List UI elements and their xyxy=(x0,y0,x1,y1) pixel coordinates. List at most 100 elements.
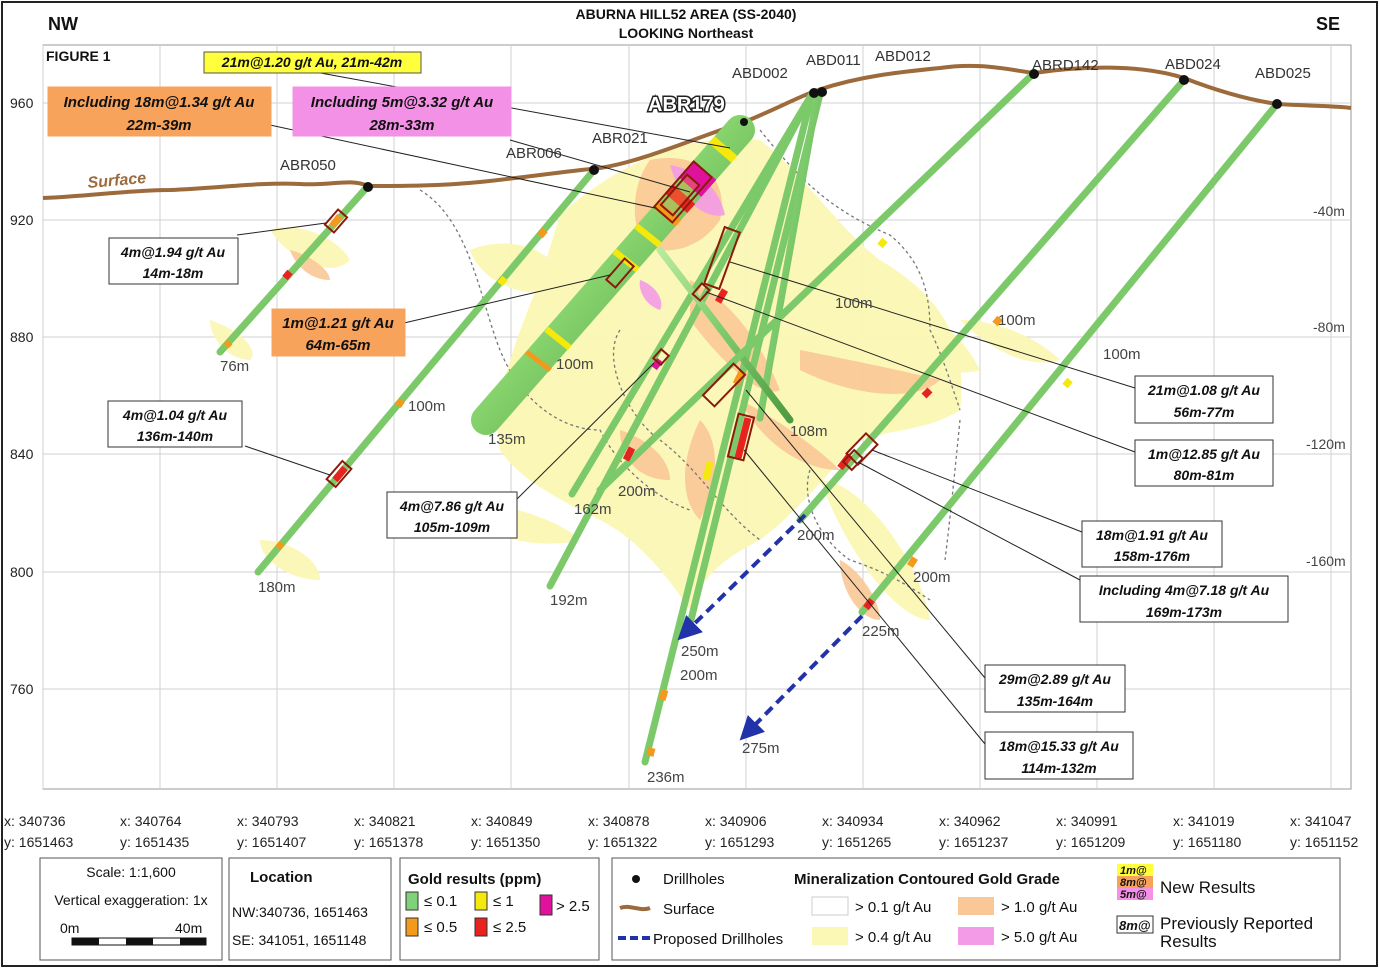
callout-text: Including 18m@1.34 g/t Au xyxy=(64,94,255,111)
collar-label: ABD024 xyxy=(1165,56,1221,73)
callout-text: Including 5m@3.32 g/t Au xyxy=(311,94,493,111)
scale-text: Scale: 1:1,600 xyxy=(86,864,176,880)
callout-text: 4m@1.94 g/t Au xyxy=(120,244,226,260)
proposed-drillholes xyxy=(677,513,864,741)
depth-label: 100m xyxy=(835,295,873,312)
coord-y: y: 1651265 xyxy=(822,834,891,850)
leader-lines xyxy=(236,71,1136,745)
elev-tick: 960 xyxy=(10,95,34,111)
callout-text: 18m@1.91 g/t Au xyxy=(1096,527,1208,543)
coord-y: y: 1651322 xyxy=(588,834,657,850)
callout-18m-1533: 18m@15.33 g/t Au 114m-132m xyxy=(984,731,1134,780)
gold-legend: Gold results (ppm) ≤ 0.1 ≤ 1 > 2.5 ≤ 0.5… xyxy=(399,857,600,961)
coord-x: x: 340736 xyxy=(4,813,66,829)
legend-proposed: Proposed Drillholes xyxy=(653,931,783,948)
coord-x: x: 340991 xyxy=(1056,813,1118,829)
drillhole-symbol xyxy=(632,875,640,883)
contour-swatch xyxy=(958,927,994,945)
coord-y: y: 1651293 xyxy=(705,834,774,850)
title-line2: LOOKING Northeast xyxy=(619,25,754,41)
collar-label-abr179: ABR179 xyxy=(648,94,725,116)
collar-label: ABR006 xyxy=(506,145,562,162)
collar-label: ABR050 xyxy=(280,157,336,174)
coord-y: y: 1651209 xyxy=(1056,834,1125,850)
depth-label: 108m xyxy=(790,423,828,440)
elev-tick: 760 xyxy=(10,681,34,697)
collar-label: ABD011 xyxy=(806,52,861,69)
exaggeration-text: Vertical exaggeration: 1x xyxy=(54,892,207,908)
depth-label: 76m xyxy=(220,358,249,375)
callout-text: 28m-33m xyxy=(368,117,434,134)
scale-start: 0m xyxy=(60,920,79,936)
callout-text: 169m-173m xyxy=(1146,604,1222,620)
location-legend: Location NW:340736, 1651463 SE: 341051, … xyxy=(228,857,392,961)
contour-swatch xyxy=(812,927,848,945)
callout-text: 18m@15.33 g/t Au xyxy=(999,738,1119,754)
callout-text: 56m-77m xyxy=(1174,404,1235,420)
callout-text: 135m-164m xyxy=(1017,693,1093,709)
legend-prev-results-2: Results xyxy=(1160,932,1217,951)
callout-text: 21m@1.20 g/t Au, 21m-42m xyxy=(221,54,402,70)
depth-labels: 76m 100m 180m 135m 100m 162m 200m 192m 1… xyxy=(220,295,1141,786)
coord-y: y: 1651350 xyxy=(471,834,540,850)
elev-tick: 920 xyxy=(10,212,34,228)
coordinate-row: x: 340736 y: 1651463 x: 340764 y: 165143… xyxy=(4,813,1358,850)
depth-tick: -40m xyxy=(1313,203,1345,219)
callout-text: 22m-39m xyxy=(125,117,191,134)
contour-label: > 0.4 g/t Au xyxy=(855,929,931,946)
depth-label: 135m xyxy=(488,431,526,448)
surface-label: Surface xyxy=(87,170,147,192)
callout-4m-786: 4m@7.86 g/t Au 105m-109m xyxy=(386,491,518,539)
depth-label: 200m xyxy=(913,569,951,586)
new-icon-text: 8m@ xyxy=(1120,877,1147,889)
coord-x: x: 340793 xyxy=(237,813,299,829)
depth-tick: -160m xyxy=(1306,553,1346,569)
gold-swatch xyxy=(405,917,419,937)
collar-label: ABD025 xyxy=(1255,65,1311,82)
depth-label: 162m xyxy=(574,501,612,518)
callout-incl-4m: Including 4m@7.18 g/t Au 169m-173m xyxy=(1079,575,1289,623)
left-axis: 960 920 880 840 800 760 xyxy=(10,95,34,697)
new-icon-text: 5m@ xyxy=(1120,889,1147,901)
depth-label: 100m xyxy=(556,356,594,373)
figure-label: FIGURE 1 xyxy=(46,48,111,64)
elev-tick: 880 xyxy=(10,329,34,345)
contour-swatch xyxy=(811,896,849,916)
abr179-bands xyxy=(525,136,738,372)
coord-y: y: 1651435 xyxy=(120,834,189,850)
coord-x: x: 340764 xyxy=(120,813,182,829)
contour-label: > 1.0 g/t Au xyxy=(1001,899,1077,916)
depth-label: 192m xyxy=(550,592,588,609)
intercept-boxes xyxy=(323,160,879,489)
coord-x: x: 341019 xyxy=(1173,813,1235,829)
callout-text: 158m-176m xyxy=(1114,548,1190,564)
legend-drillholes: Drillholes xyxy=(663,871,725,888)
collar-label: ABR021 xyxy=(592,130,648,147)
legend-surface: Surface xyxy=(663,901,715,918)
callout-text: 105m-109m xyxy=(414,519,490,535)
callout-text: Including 4m@7.18 g/t Au xyxy=(1099,582,1270,598)
elev-tick: 800 xyxy=(10,564,34,580)
coord-x: x: 340849 xyxy=(471,813,533,829)
coord-x: x: 341047 xyxy=(1290,813,1352,829)
location-nw: NW:340736, 1651463 xyxy=(232,904,368,920)
callouts: 21m@1.20 g/t Au, 21m-42m Including 18m@1… xyxy=(47,51,1289,780)
gold-legend-label: ≤ 0.1 xyxy=(424,893,457,910)
depth-label: 200m xyxy=(797,527,835,544)
callout-text: 1m@1.21 g/t Au xyxy=(282,315,394,332)
collar-dots xyxy=(363,69,1282,192)
title-line1: ABURNA HILL52 AREA (SS-2040) xyxy=(576,6,797,22)
callout-text: 80m-81m xyxy=(1174,467,1235,483)
callout-29m-289: 29m@2.89 g/t Au 135m-164m xyxy=(984,664,1126,713)
location-title: Location xyxy=(250,869,313,886)
coord-x: x: 340934 xyxy=(822,813,884,829)
depth-tick: -120m xyxy=(1306,436,1346,452)
callout-1m-121: 1m@1.21 g/t Au 64m-65m xyxy=(271,308,406,357)
gold-swatch xyxy=(474,917,488,937)
prev-results-icon xyxy=(1116,915,1154,934)
gold-legend-label: > 2.5 xyxy=(556,898,590,915)
coord-x: x: 340962 xyxy=(939,813,1001,829)
collar-label: ABD002 xyxy=(732,65,788,82)
callout-text: 14m-18m xyxy=(143,265,204,281)
